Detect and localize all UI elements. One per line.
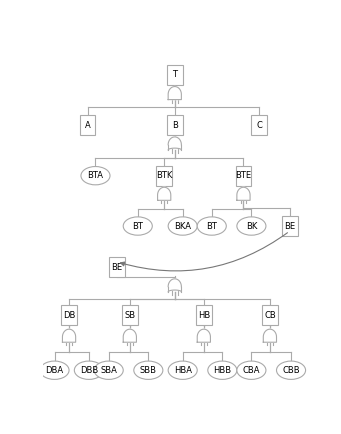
Text: BE: BE: [284, 221, 295, 230]
Text: DBB: DBB: [80, 366, 98, 375]
Polygon shape: [62, 329, 76, 342]
Text: BT: BT: [132, 221, 143, 230]
Polygon shape: [123, 329, 136, 342]
Text: BK: BK: [246, 221, 257, 230]
Bar: [196, 305, 212, 326]
FancyArrowPatch shape: [120, 233, 287, 271]
Text: BTK: BTK: [156, 171, 173, 180]
Text: BT: BT: [206, 221, 217, 230]
Bar: [156, 166, 172, 186]
Text: SBA: SBA: [100, 366, 117, 375]
Text: CB: CB: [264, 311, 276, 320]
Text: SB: SB: [124, 311, 135, 320]
Ellipse shape: [74, 361, 103, 379]
Ellipse shape: [197, 217, 226, 235]
Text: SBB: SBB: [140, 366, 157, 375]
Text: BE: BE: [111, 263, 122, 272]
Text: BTE: BTE: [235, 171, 252, 180]
Polygon shape: [168, 86, 181, 99]
Ellipse shape: [168, 217, 197, 235]
Polygon shape: [168, 137, 181, 150]
Text: B: B: [172, 121, 178, 130]
Bar: [282, 216, 298, 236]
Bar: [109, 257, 124, 277]
Text: HBB: HBB: [213, 366, 232, 375]
Bar: [61, 305, 77, 326]
Ellipse shape: [94, 361, 123, 379]
Ellipse shape: [81, 167, 110, 185]
Bar: [167, 115, 183, 135]
Text: CBA: CBA: [243, 366, 260, 375]
Text: BKA: BKA: [174, 221, 191, 230]
Ellipse shape: [237, 361, 266, 379]
Bar: [236, 166, 251, 186]
Polygon shape: [237, 187, 250, 201]
Text: DBA: DBA: [45, 366, 63, 375]
Bar: [167, 65, 183, 85]
Bar: [122, 305, 138, 326]
Polygon shape: [263, 329, 277, 342]
Text: CBB: CBB: [282, 366, 300, 375]
Polygon shape: [168, 279, 181, 292]
Text: HB: HB: [198, 311, 210, 320]
Bar: [251, 115, 267, 135]
Polygon shape: [197, 329, 210, 342]
Polygon shape: [158, 187, 171, 201]
Text: BTA: BTA: [88, 171, 103, 180]
Text: T: T: [172, 70, 177, 79]
Ellipse shape: [237, 217, 266, 235]
Ellipse shape: [208, 361, 237, 379]
Ellipse shape: [277, 361, 306, 379]
Text: A: A: [85, 121, 90, 130]
Ellipse shape: [123, 217, 152, 235]
Ellipse shape: [134, 361, 163, 379]
Text: HBA: HBA: [174, 366, 192, 375]
Text: C: C: [256, 121, 262, 130]
Bar: [262, 305, 278, 326]
Ellipse shape: [40, 361, 69, 379]
Ellipse shape: [168, 361, 197, 379]
Bar: [80, 115, 95, 135]
Text: DB: DB: [63, 311, 75, 320]
